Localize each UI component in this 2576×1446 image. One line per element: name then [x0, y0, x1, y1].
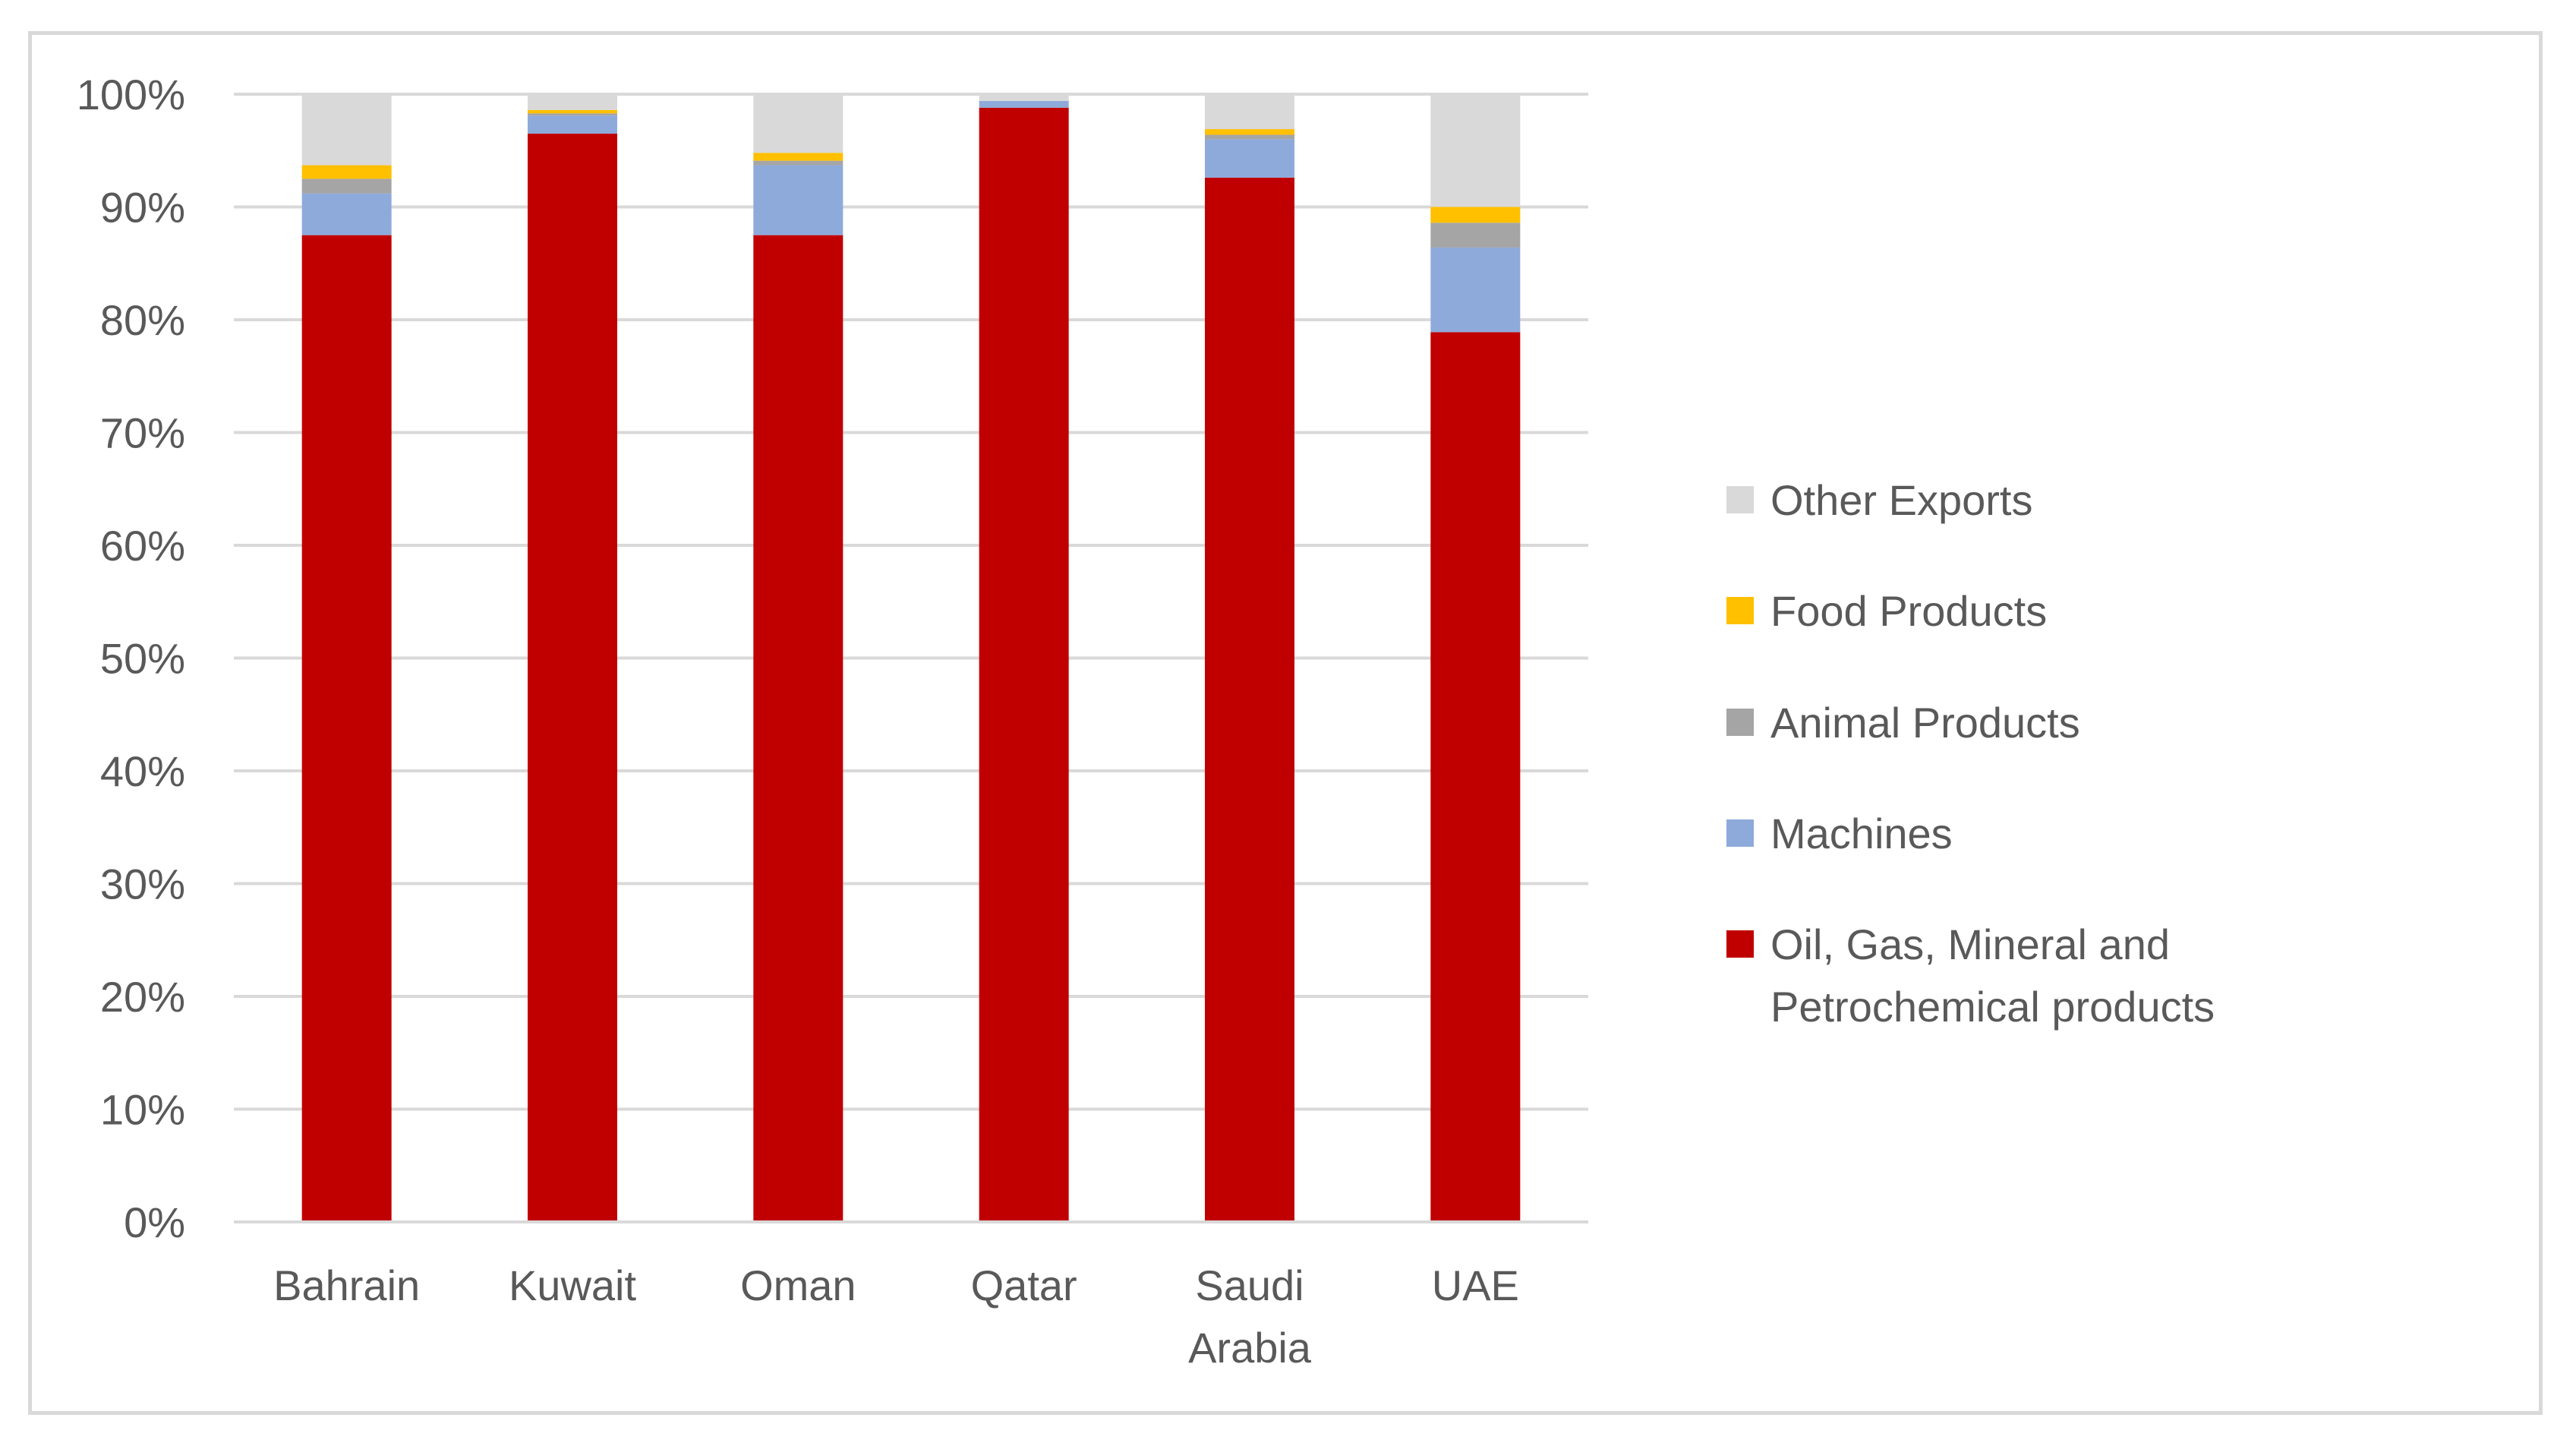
legend-swatch — [1726, 486, 1754, 513]
bar-segment-food-products — [301, 165, 392, 179]
bar-segment-machines — [1205, 139, 1294, 178]
bar-segment-machines — [979, 100, 1069, 108]
legend-item-food-products: Food Products — [1726, 587, 2047, 635]
y-tick-label: 100% — [77, 71, 185, 118]
bar-segment-other-exports — [753, 94, 843, 153]
y-tick-label: 0% — [124, 1198, 185, 1246]
bar-segment-oil-gas-mineral-and — [1205, 177, 1294, 1222]
y-tick-label: 40% — [100, 747, 185, 795]
x-category-label: UAE — [1432, 1261, 1519, 1309]
bar-segment-oil-gas-mineral-and — [1430, 332, 1521, 1223]
bars — [301, 94, 1521, 1223]
bar-segment-food-products — [753, 153, 843, 161]
legend-swatch — [1726, 819, 1754, 847]
bar-segment-animal-products — [753, 160, 843, 166]
y-tick-label: 30% — [100, 860, 185, 908]
legend-item-other-exports: Other Exports — [1726, 476, 2032, 524]
y-tick-label: 50% — [100, 635, 185, 683]
legend-label: Food Products — [1770, 587, 2047, 635]
bar-stack-oman — [753, 94, 843, 1222]
bar-segment-machines — [1430, 247, 1521, 333]
bar-segment-oil-gas-mineral-and — [301, 235, 392, 1222]
legend-swatch — [1726, 597, 1754, 624]
bar-segment-food-products — [1430, 207, 1521, 223]
bar-segment-other-exports — [979, 94, 1069, 101]
bar-segment-other-exports — [528, 94, 617, 110]
x-category-label: Qatar — [971, 1261, 1077, 1309]
legend-label: Other Exports — [1770, 476, 2032, 524]
bar-segment-other-exports — [301, 94, 392, 166]
bar-segment-other-exports — [1430, 94, 1521, 207]
legend-label: Animal Products — [1770, 699, 2080, 747]
bar-stack-bahrain — [301, 94, 392, 1222]
bar-segment-machines — [301, 193, 392, 235]
legend-label: Petrochemical products — [1770, 983, 2215, 1031]
y-tick-label: 20% — [100, 973, 185, 1021]
bar-segment-animal-products — [528, 113, 617, 116]
legend-swatch — [1726, 709, 1754, 736]
bar-stack-uae — [1430, 94, 1521, 1223]
bar-stack-kuwait — [528, 94, 617, 1223]
bar-segment-oil-gas-mineral-and — [753, 235, 843, 1222]
x-category-label: Oman — [740, 1261, 856, 1309]
bar-segment-animal-products — [1430, 223, 1521, 248]
bar-segment-oil-gas-mineral-and — [979, 107, 1069, 1222]
y-tick-label: 10% — [100, 1086, 185, 1134]
x-category-label: Arabia — [1188, 1324, 1312, 1372]
bar-stack-saudi-arabia — [1205, 94, 1294, 1222]
legend: Other Exports Food Products Animal Product… — [1726, 476, 2215, 1031]
legend-label: Oil, Gas, Mineral and — [1770, 920, 2170, 968]
gridlines — [234, 93, 1588, 1111]
bar-segment-oil-gas-mineral-and — [528, 133, 617, 1223]
y-tick-label: 90% — [100, 184, 185, 232]
bar-stack-qatar — [979, 94, 1069, 1222]
bar-segment-animal-products — [301, 178, 392, 194]
bar-segment-food-products — [528, 109, 617, 114]
bar-segment-food-products — [1205, 129, 1294, 135]
y-axis-tick-labels: 0% 10% 20% 30% 40% 50% 60% 70% 80% 90% 100% — [77, 71, 185, 1246]
legend-label: Machines — [1770, 810, 1953, 857]
bar-segment-machines — [528, 115, 617, 134]
bar-segment-other-exports — [1205, 94, 1294, 130]
bar-segment-machines — [753, 165, 843, 235]
legend-item-machines: Machines — [1726, 810, 1953, 857]
x-category-label: Kuwait — [509, 1261, 637, 1309]
x-axis-category-labels: Bahrain Kuwait Oman Qatar Saudi Arabia UAE — [273, 1261, 1519, 1372]
legend-item-oil-gas-mineral-and: Oil, Gas, Mineral and Petrochemical produ… — [1726, 920, 2215, 1031]
legend-item-animal-products: Animal Products — [1726, 699, 2080, 747]
y-tick-label: 80% — [100, 296, 185, 344]
legend-swatch — [1726, 930, 1754, 958]
x-category-label: Saudi — [1195, 1261, 1304, 1309]
bar-segment-animal-products — [1205, 134, 1294, 140]
y-tick-label: 60% — [100, 522, 185, 570]
x-category-label: Bahrain — [273, 1261, 420, 1309]
y-tick-label: 70% — [100, 409, 185, 457]
